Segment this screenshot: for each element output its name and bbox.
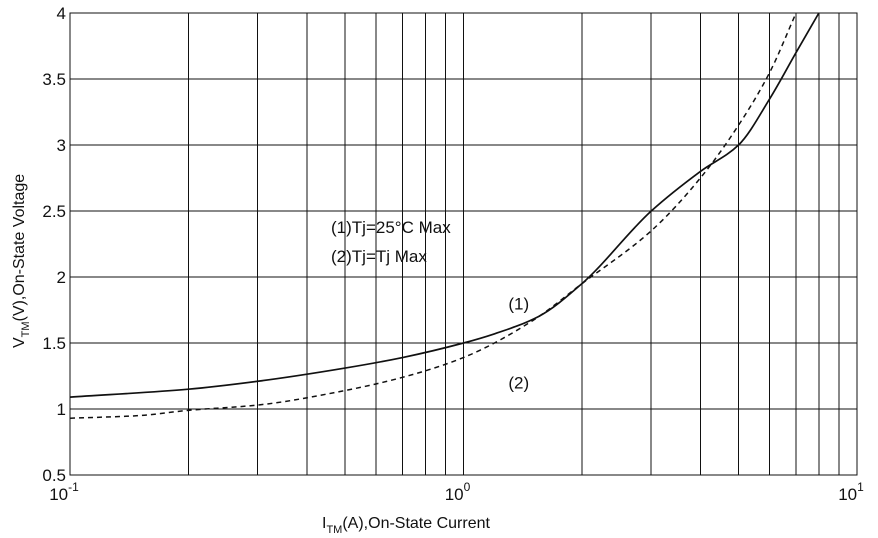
- y-tick-label: 2.5: [42, 202, 66, 221]
- curves: [69, 12, 820, 419]
- x-tick-exponent: 1: [857, 480, 864, 494]
- series-label-1: (1): [508, 294, 529, 313]
- y-tick-label: 1.5: [42, 334, 66, 353]
- grid: [70, 13, 857, 475]
- y-tick-label: 0.5: [42, 466, 66, 485]
- y-axis-title-sub: TM: [20, 321, 32, 337]
- x-tick-base: 10: [49, 485, 68, 504]
- y-tick-label: 3.5: [42, 70, 66, 89]
- legend-entry-2: (2)Tj=Tj Max: [331, 247, 427, 266]
- x-tick-base: 10: [445, 485, 464, 504]
- y-axis-title-main: V: [11, 337, 28, 348]
- x-tick-exponent: 0: [464, 480, 471, 494]
- y-axis-title: VTM(V),On-State Voltage: [11, 174, 32, 348]
- x-tick-label: 101: [838, 480, 864, 504]
- x-tick-exponent: -1: [68, 480, 79, 494]
- series-label-2: (2): [508, 374, 529, 393]
- y-tick-label: 1: [57, 400, 66, 419]
- legend-entry-1: (1)Tj=25°C Max: [331, 218, 451, 237]
- x-tick-label: 10-1: [49, 480, 79, 504]
- x-axis-title: ITM(A),On-State Current: [322, 515, 491, 536]
- series-1-line: [69, 12, 820, 398]
- y-tick-labels: 0.5 1 1.5 2 2.5 3 3.5 4: [42, 4, 66, 485]
- x-axis-title-rest: (A),On-State Current: [342, 515, 490, 532]
- series-2-line: [69, 12, 797, 419]
- x-axis-title-main: I: [322, 515, 326, 532]
- y-tick-label: 4: [57, 4, 66, 23]
- plot-frame: [69, 12, 858, 476]
- x-axis-title-sub: TM: [326, 524, 342, 536]
- y-tick-label: 3: [57, 136, 66, 155]
- x-tick-labels: 10-1 100 101: [49, 480, 864, 504]
- y-tick-label: 2: [57, 268, 66, 287]
- y-axis-title-rest: (V),On-State Voltage: [11, 174, 28, 322]
- x-tick-label: 100: [445, 480, 471, 504]
- x-tick-base: 10: [838, 485, 857, 504]
